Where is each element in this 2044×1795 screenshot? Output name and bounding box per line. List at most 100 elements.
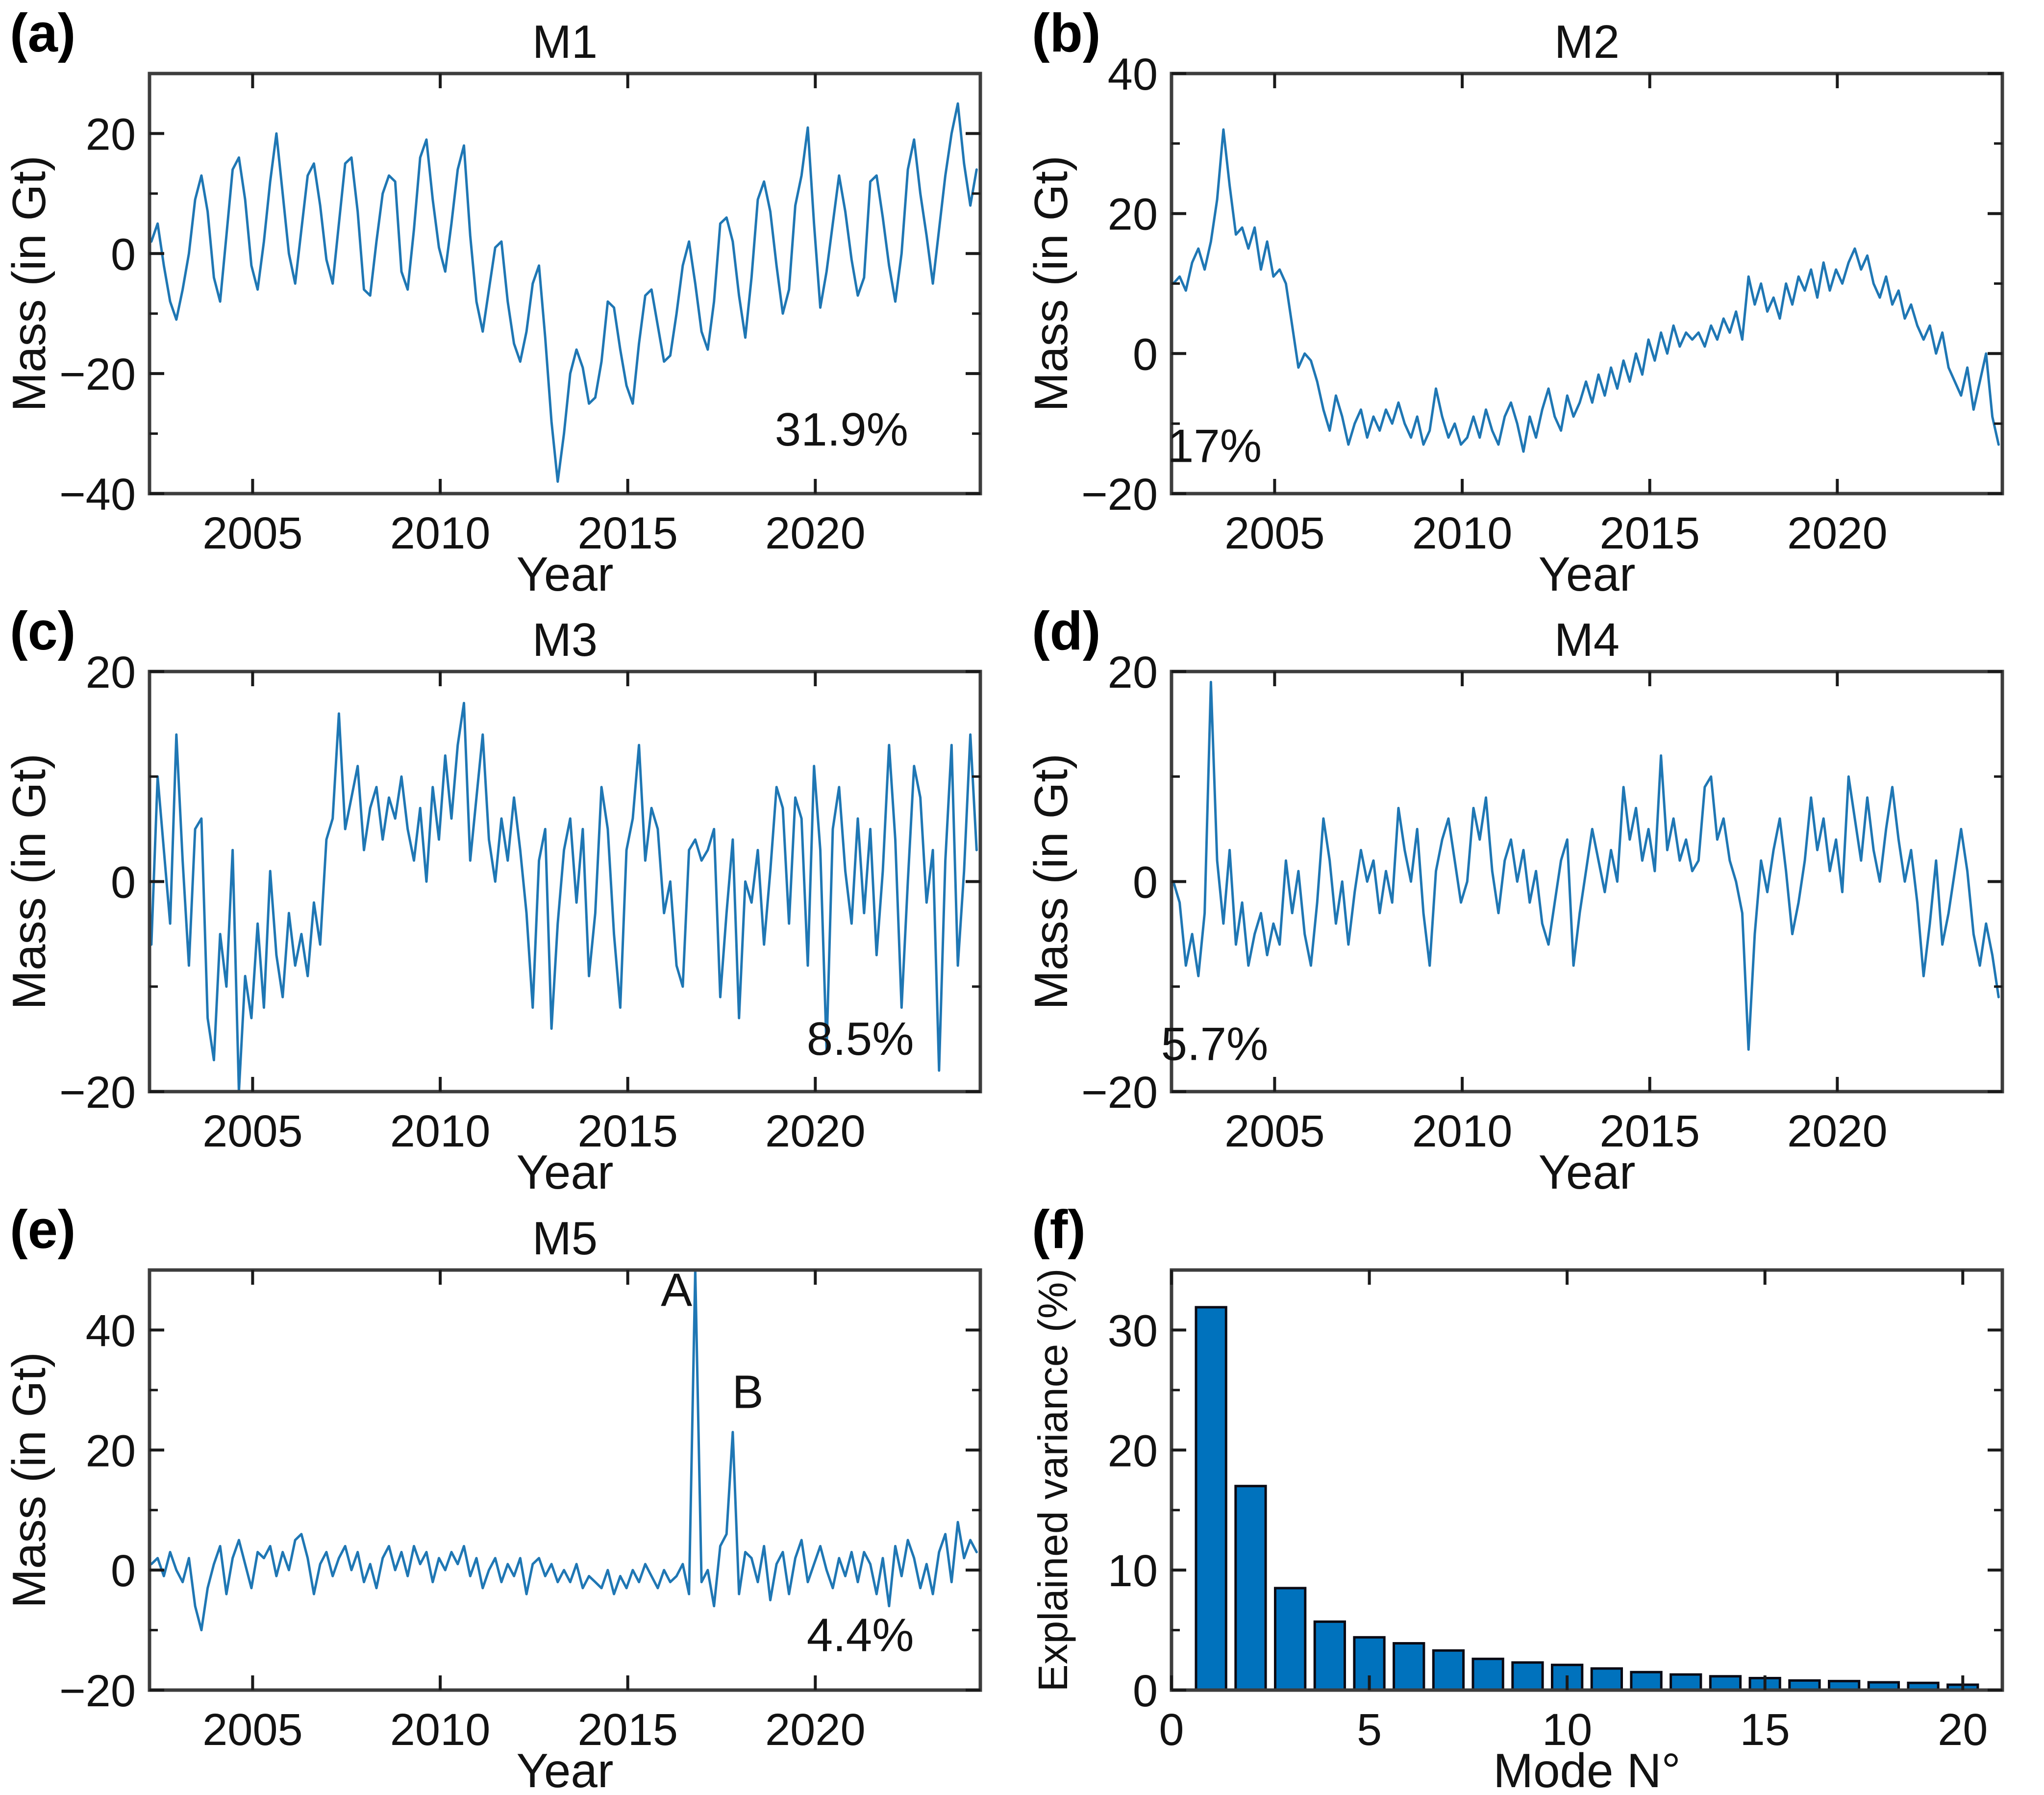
- y-tick-label: 20: [86, 109, 136, 159]
- y-axis-label: Explained variance (%): [1030, 1269, 1076, 1692]
- annotation: 5.7%: [1161, 1018, 1269, 1071]
- x-tick-label: 2015: [1599, 508, 1700, 558]
- bar: [1511, 1661, 1544, 1692]
- x-tick-label: 2010: [1412, 1106, 1513, 1156]
- bar: [1393, 1642, 1425, 1692]
- y-tick-label: −20: [1081, 470, 1158, 520]
- annotation: 4.4%: [807, 1609, 914, 1661]
- y-tick-label: −20: [59, 1068, 136, 1118]
- annotation: 31.9%: [775, 403, 908, 456]
- chart-title: M2: [1554, 16, 1620, 68]
- panel-label-f: (f): [1032, 1199, 1086, 1260]
- panel-a: (a) 2005 2010 2015 2020 −40 −20 0 20 M1 Year Mass …: [0, 0, 1022, 598]
- x-axis-label: Mode N°: [1493, 1744, 1680, 1795]
- bar: [1195, 1306, 1227, 1692]
- x-tick-label: 2015: [577, 508, 678, 558]
- panel-label-c: (c): [10, 601, 76, 661]
- chart-explained-variance: 0 5 10 15 20 0 10 20 30 Mode N° Explained variance…: [1030, 1268, 2004, 1795]
- y-tick-label: 0: [1133, 329, 1158, 379]
- x-tick-label: 2005: [202, 508, 303, 558]
- x-tick-label: 2005: [202, 1705, 303, 1755]
- y-tick-label: 10: [1108, 1546, 1158, 1596]
- data-series-line: [1172, 680, 2000, 1051]
- axes-box: [1170, 72, 2004, 496]
- x-tick-label: 2020: [765, 1106, 866, 1156]
- x-axis-label: Year: [1538, 547, 1635, 598]
- y-tick-label: −40: [59, 470, 136, 520]
- data-series-line: [150, 1269, 978, 1632]
- y-tick-label: 0: [111, 858, 136, 908]
- y-axis-label: Mass (in Gt): [1025, 753, 1077, 1010]
- x-tick-label: 2015: [577, 1106, 678, 1156]
- y-tick-label: 40: [86, 1306, 136, 1356]
- y-tick-label: 0: [111, 229, 136, 279]
- y-axis-label: Mass (in Gt): [3, 1352, 55, 1608]
- axes-box: [148, 72, 982, 496]
- bar: [1432, 1649, 1465, 1692]
- panel-d: (d) 2005 2010 2015 2020 −20 0 20 M4 Year Mass (in…: [1022, 598, 2044, 1197]
- x-tick-label: 2015: [577, 1705, 678, 1755]
- bar: [1234, 1485, 1267, 1692]
- x-axis-label: Year: [516, 547, 613, 598]
- bar: [1709, 1675, 1742, 1692]
- x-tick-label: 10: [1542, 1705, 1592, 1755]
- x-tick-label: 2005: [1224, 508, 1325, 558]
- x-tick-label: 2005: [202, 1106, 303, 1156]
- panel-label-e: (e): [10, 1199, 76, 1260]
- x-tick-label: 0: [1159, 1705, 1184, 1755]
- bar: [1630, 1670, 1663, 1692]
- y-tick-label: 30: [1108, 1306, 1158, 1356]
- y-tick-label: 0: [1133, 1666, 1158, 1716]
- y-tick-label: −20: [1081, 1068, 1158, 1118]
- panel-label-d: (d): [1032, 601, 1101, 661]
- chart-m1: 2005 2010 2015 2020 −40 −20 0 20 M1 Year Mass (in …: [3, 16, 982, 598]
- y-tick-label: 20: [1108, 648, 1158, 698]
- x-axis-label: Year: [1538, 1145, 1635, 1197]
- chart-m4: 2005 2010 2015 2020 −20 0 20 M4 Year Mass (in Gt)…: [1025, 614, 2004, 1197]
- panel-f: (f) 0 5 10 15 20 0 10 20 30 Mode N° Explained vari…: [1022, 1197, 2044, 1795]
- x-axis-label: Year: [516, 1145, 613, 1197]
- x-tick-label: 15: [1740, 1705, 1790, 1755]
- panel-e: (e) 2005 2010 2015 2020 −20 0 20 40 M5 Year Mass (…: [0, 1197, 1022, 1795]
- panel-b: (b) 2005 2010 2015 2020 −20 0 20 40 M2 Year Mass (…: [1022, 0, 2044, 598]
- panel-c: (c) 2005 2010 2015 2020 −20 0 20 M3 Year Mass (in…: [0, 598, 1022, 1197]
- y-tick-label: 20: [1108, 1426, 1158, 1476]
- data-series-line: [1172, 128, 2000, 453]
- y-axis-label: Mass (in Gt): [1025, 155, 1077, 412]
- x-tick-label: 2010: [390, 1106, 491, 1156]
- bar: [1274, 1587, 1307, 1692]
- chart-title: M4: [1554, 614, 1620, 666]
- x-axis-label: Year: [516, 1744, 613, 1795]
- y-axis-label: Mass (in Gt): [3, 155, 55, 412]
- chart-m2: 2005 2010 2015 2020 −20 0 20 40 M2 Year Mass (in G…: [1025, 16, 2004, 598]
- y-tick-label: −20: [59, 1666, 136, 1716]
- y-tick-label: 0: [1133, 858, 1158, 908]
- x-tick-label: 2010: [1412, 508, 1513, 558]
- chart-title: M1: [532, 16, 598, 68]
- chart-m5: 2005 2010 2015 2020 −20 0 20 40 M5 Year Mass (in G…: [3, 1212, 982, 1795]
- bar: [1471, 1657, 1504, 1692]
- axes-box: [1170, 1268, 2004, 1692]
- x-tick-label: 2010: [390, 508, 491, 558]
- y-tick-label: 0: [111, 1546, 136, 1596]
- panel-label-a: (a): [10, 3, 76, 63]
- chart-title: M5: [532, 1212, 598, 1265]
- chart-title: M3: [532, 614, 598, 666]
- y-tick-label: 20: [1108, 190, 1158, 240]
- x-tick-label: 5: [1357, 1705, 1382, 1755]
- y-axis-label: Mass (in Gt): [3, 753, 55, 1010]
- axes-box: [148, 1268, 982, 1692]
- data-series-line: [150, 102, 978, 483]
- y-tick-label: 40: [1108, 50, 1158, 100]
- bar: [1313, 1620, 1346, 1692]
- annotation: A: [661, 1264, 692, 1317]
- annotation: B: [732, 1366, 764, 1419]
- annotation: 17%: [1168, 420, 1262, 473]
- bar: [1670, 1673, 1702, 1692]
- x-tick-label: 2020: [765, 508, 866, 558]
- x-tick-label: 2010: [390, 1705, 491, 1755]
- data-series-line: [150, 701, 978, 1093]
- x-tick-label: 2015: [1599, 1106, 1700, 1156]
- chart-m3: 2005 2010 2015 2020 −20 0 20 M3 Year Mass (in Gt)…: [3, 614, 982, 1197]
